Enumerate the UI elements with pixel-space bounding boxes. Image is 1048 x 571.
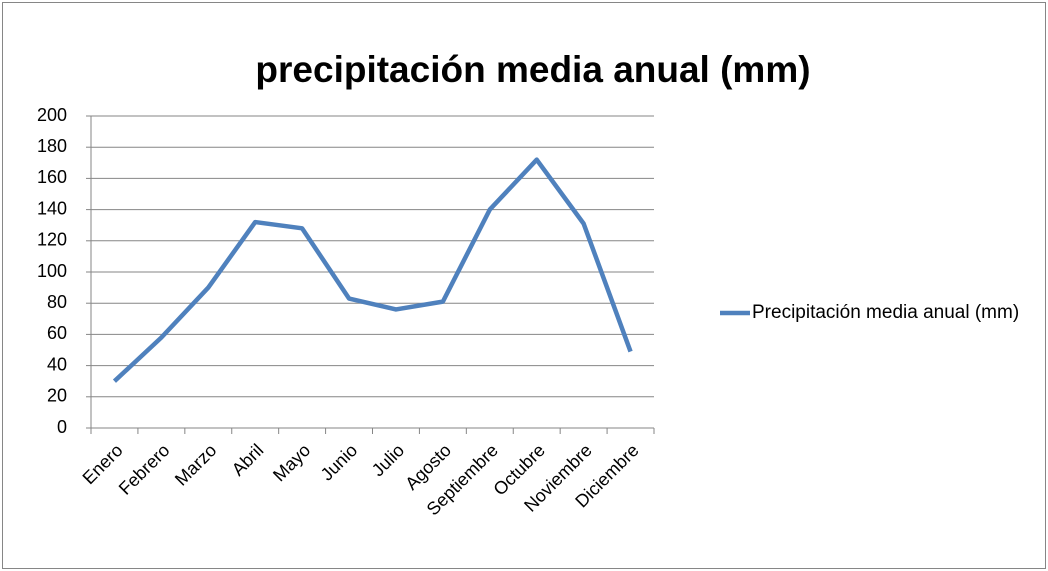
y-tick-label: 20	[47, 386, 67, 406]
chart-title: precipitación media anual (mm)	[255, 49, 810, 90]
y-tick-label: 40	[47, 354, 67, 374]
y-tick-label: 100	[37, 261, 67, 281]
y-tick-label: 200	[37, 105, 67, 125]
y-tick-label: 160	[37, 167, 67, 187]
y-tick-label: 80	[47, 292, 67, 312]
legend-label: Precipitación media anual (mm)	[752, 302, 1020, 323]
y-tick-label: 120	[37, 230, 67, 250]
data-line	[112, 157, 633, 383]
y-tick-label: 60	[47, 323, 67, 343]
y-tick-label: 180	[37, 136, 67, 156]
y-tick-label: 0	[57, 417, 67, 437]
y-tick-label: 140	[37, 198, 67, 218]
